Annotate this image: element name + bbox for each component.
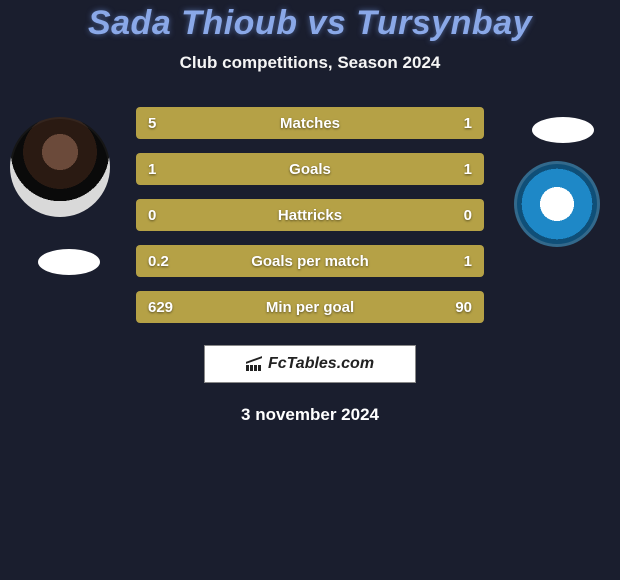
player-right-club-oval: [532, 117, 594, 143]
page-title: Sada Thioub vs Tursynbay: [0, 4, 620, 43]
stat-right-value: 90: [442, 299, 472, 316]
stat-right-value: 0: [442, 207, 472, 224]
comparison-body: 5Matches11Goals10Hattricks00.2Goals per …: [0, 107, 620, 327]
brand-chart-icon: [246, 357, 264, 371]
player-left-avatar: [10, 117, 110, 217]
stat-right-value: 1: [442, 161, 472, 178]
stat-bar-fill: 629Min per goal90: [136, 291, 484, 323]
footer-date: 3 november 2024: [0, 405, 620, 425]
brand-text: FcTables.com: [268, 355, 374, 373]
stat-bar: 0.2Goals per match1: [136, 245, 484, 277]
stat-bar-fill: 1Goals1: [136, 153, 484, 185]
stat-left-value: 5: [148, 115, 178, 132]
stat-label: Matches: [178, 115, 442, 132]
stat-label: Goals: [178, 161, 442, 178]
stat-left-value: 0.2: [148, 253, 178, 270]
stat-bar: 0Hattricks0: [136, 199, 484, 231]
stat-bar: 5Matches1: [136, 107, 484, 139]
stat-left-value: 1: [148, 161, 178, 178]
stat-bar-fill: 0Hattricks0: [136, 199, 484, 231]
brand-box[interactable]: FcTables.com: [204, 345, 416, 383]
stat-bar: 1Goals1: [136, 153, 484, 185]
stat-label: Hattricks: [178, 207, 442, 224]
stat-left-value: 629: [148, 299, 178, 316]
stat-bars: 5Matches11Goals10Hattricks00.2Goals per …: [136, 107, 484, 337]
stat-bar-fill: 0.2Goals per match1: [136, 245, 484, 277]
stat-bar: 629Min per goal90: [136, 291, 484, 323]
player-right-club-badge: [514, 161, 600, 247]
stat-left-value: 0: [148, 207, 178, 224]
stat-right-value: 1: [442, 115, 472, 132]
stat-label: Min per goal: [178, 299, 442, 316]
comparison-card: Sada Thioub vs Tursynbay Club competitio…: [0, 0, 620, 425]
stat-bar-fill: 5Matches1: [136, 107, 484, 139]
player-left-club-badge: [38, 249, 100, 275]
subtitle: Club competitions, Season 2024: [0, 53, 620, 73]
stat-label: Goals per match: [178, 253, 442, 270]
stat-right-value: 1: [442, 253, 472, 270]
